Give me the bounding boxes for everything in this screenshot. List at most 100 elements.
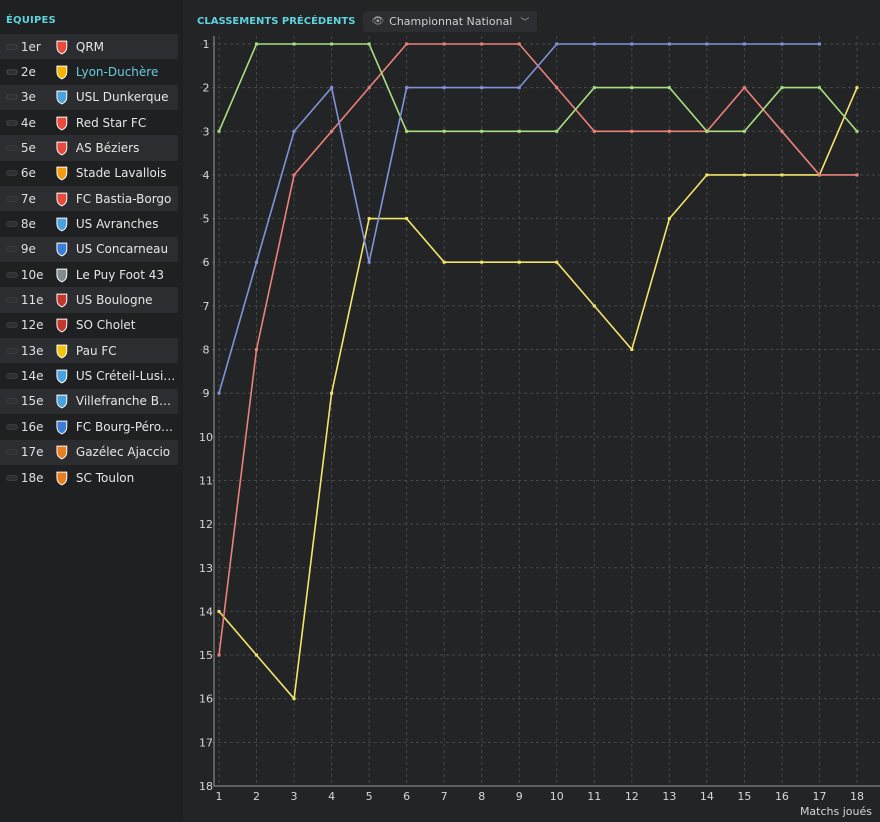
data-point <box>292 173 296 177</box>
data-point <box>292 697 296 701</box>
y-tick-label: 7 <box>203 300 210 313</box>
x-tick-label: 10 <box>550 790 564 803</box>
data-point <box>517 42 521 46</box>
data-point <box>742 129 746 133</box>
x-tick-label: 7 <box>441 790 448 803</box>
data-point <box>292 129 296 133</box>
data-point <box>480 260 484 264</box>
series-marker-icon <box>6 449 18 456</box>
series-marker-icon <box>6 271 18 278</box>
data-point <box>592 304 596 308</box>
x-tick-label: 16 <box>775 790 789 803</box>
series-line <box>218 87 858 701</box>
team-crest-icon <box>56 344 68 359</box>
team-position: 3e <box>20 90 36 105</box>
team-row[interactable]: 1er QRM <box>0 34 178 60</box>
series-marker-icon <box>6 43 18 50</box>
team-position: 11e <box>20 293 44 308</box>
team-crest-icon <box>56 141 68 156</box>
data-point <box>367 86 371 90</box>
team-row[interactable]: 17e Gazélec Ajaccio <box>0 439 178 465</box>
data-point <box>555 129 559 133</box>
data-point <box>592 86 596 90</box>
team-row[interactable]: 8e US Avranches <box>0 211 178 236</box>
team-row[interactable]: 14e US Créteil-Lusita... <box>0 363 178 388</box>
team-position: 15e <box>20 394 44 409</box>
y-tick-label: 1 <box>203 38 210 51</box>
x-tick-label: 15 <box>737 790 751 803</box>
data-point <box>367 217 371 221</box>
series-marker-icon <box>6 145 18 152</box>
series-marker-icon <box>6 297 18 304</box>
y-tick-label: 3 <box>203 125 210 138</box>
x-tick-label: 12 <box>625 790 639 803</box>
data-point <box>592 129 596 133</box>
team-row[interactable]: 6e Stade Lavallois <box>0 161 178 186</box>
series-marker-icon <box>6 246 18 253</box>
chevron-down-icon: ﹀ <box>520 17 530 28</box>
y-tick-label: 11 <box>199 474 213 487</box>
eye-icon: 👁 <box>371 15 385 27</box>
x-tick-label: 9 <box>516 790 523 803</box>
team-position: 17e <box>20 445 44 460</box>
data-point <box>255 653 259 657</box>
data-point <box>330 391 334 395</box>
teams-sidebar: ÉQUIPES 1er QRM 2e Lyon-Duchère 3e USL Dunker… <box>0 0 183 822</box>
team-row[interactable]: 2e Lyon-Duchère <box>0 59 178 84</box>
team-position: 12e <box>20 318 44 333</box>
data-point <box>217 391 221 395</box>
y-tick-label: 9 <box>203 387 210 400</box>
team-position: 4e <box>20 115 36 130</box>
team-row[interactable]: 16e FC Bourg-Péronn... <box>0 414 178 439</box>
team-row[interactable]: 10e Le Puy Foot 43 <box>0 262 178 287</box>
data-point <box>442 86 446 90</box>
team-row[interactable]: 5e AS Béziers <box>0 135 178 161</box>
chart-title: CLASSEMENTS PRÉCÉDENTS <box>197 15 356 27</box>
data-point <box>480 129 484 133</box>
data-point <box>255 348 259 352</box>
competition-dropdown[interactable]: 👁 Championnat National ﹀ <box>363 10 538 32</box>
series-qrm <box>217 42 821 395</box>
data-point <box>817 173 821 177</box>
data-point <box>705 129 709 133</box>
data-point <box>592 42 596 46</box>
data-point <box>442 129 446 133</box>
team-position: 6e <box>20 166 36 181</box>
team-row[interactable]: 13e Pau FC <box>0 338 178 364</box>
team-position: 9e <box>20 242 36 257</box>
team-crest-icon <box>56 395 68 409</box>
team-row[interactable]: 7e FC Bastia-Borgo <box>0 186 178 212</box>
data-point <box>667 217 671 221</box>
team-crest-icon <box>56 293 68 308</box>
y-tick-label: 16 <box>199 693 213 706</box>
y-tick-label: 12 <box>199 518 213 531</box>
team-crest-icon <box>56 167 68 181</box>
data-point <box>555 42 559 46</box>
y-tick-label: 17 <box>199 736 213 749</box>
series-marker-icon <box>6 373 18 380</box>
team-row[interactable]: 4e Red Star FC <box>0 110 178 135</box>
team-row[interactable]: 12e SO Cholet <box>0 313 178 338</box>
team-position: 1er <box>20 39 41 54</box>
team-position: 8e <box>20 217 36 232</box>
data-point <box>742 86 746 90</box>
x-axis-label: Matchs joués <box>800 805 872 818</box>
team-row[interactable]: 9e US Concarneau <box>0 236 178 263</box>
data-point <box>480 86 484 90</box>
data-point <box>667 129 671 133</box>
team-row[interactable]: 18e SC Toulon <box>0 465 178 490</box>
data-point <box>855 173 859 177</box>
series-marker-icon <box>6 347 18 354</box>
team-crest-icon <box>56 369 68 384</box>
team-row[interactable]: 3e USL Dunkerque <box>0 84 178 111</box>
data-point <box>667 86 671 90</box>
data-point <box>405 217 409 221</box>
data-point <box>405 129 409 133</box>
x-tick-label: 1 <box>216 790 223 803</box>
team-row[interactable]: 11e US Boulogne <box>0 287 178 313</box>
data-point <box>292 42 296 46</box>
data-point <box>780 129 784 133</box>
data-point <box>330 129 334 133</box>
